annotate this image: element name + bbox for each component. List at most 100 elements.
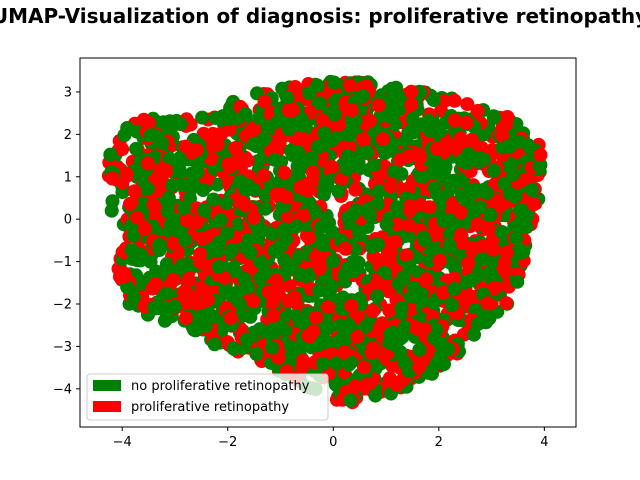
y-tick-label: −4 — [53, 382, 72, 397]
point-no-proliferative — [282, 122, 296, 137]
point-no-proliferative — [513, 245, 528, 260]
point-no-proliferative — [510, 274, 525, 289]
point-proliferative — [301, 328, 315, 343]
point-proliferative — [344, 298, 359, 313]
point-proliferative — [127, 184, 142, 199]
point-no-proliferative — [506, 167, 521, 182]
point-no-proliferative — [152, 301, 167, 316]
point-no-proliferative — [120, 121, 135, 135]
point-no-proliferative — [394, 301, 409, 316]
point-proliferative — [351, 310, 366, 324]
x-tick-label: −2 — [218, 435, 237, 450]
point-no-proliferative — [487, 110, 502, 125]
point-proliferative — [256, 168, 271, 183]
point-no-proliferative — [219, 196, 234, 211]
point-no-proliferative — [436, 213, 451, 228]
point-proliferative — [246, 294, 261, 309]
point-no-proliferative — [103, 147, 118, 162]
point-proliferative — [404, 97, 419, 112]
point-no-proliferative — [459, 156, 474, 171]
point-proliferative — [309, 249, 323, 264]
x-tick-label: 4 — [540, 435, 548, 450]
point-proliferative — [447, 113, 462, 128]
point-no-proliferative — [483, 264, 498, 279]
point-no-proliferative — [486, 253, 501, 268]
y-axis: −4 −3 −2 −1 0 1 2 3 — [53, 85, 80, 397]
point-proliferative — [454, 228, 469, 242]
point-no-proliferative — [483, 207, 498, 222]
point-no-proliferative — [129, 141, 143, 156]
point-proliferative — [399, 248, 414, 263]
point-proliferative — [222, 122, 237, 137]
point-proliferative — [123, 196, 137, 211]
point-proliferative — [271, 282, 286, 297]
legend: no proliferative retinopathy proliferati… — [86, 373, 329, 421]
point-proliferative — [453, 205, 468, 220]
point-proliferative — [460, 256, 475, 271]
x-axis: −4 −2 0 2 4 — [113, 427, 548, 450]
point-no-proliferative — [305, 150, 319, 165]
point-no-proliferative — [173, 117, 188, 131]
point-proliferative — [486, 242, 501, 257]
point-proliferative — [350, 329, 365, 344]
point-proliferative — [230, 155, 244, 170]
point-no-proliferative — [314, 232, 329, 247]
point-no-proliferative — [294, 118, 309, 133]
point-no-proliferative — [290, 159, 305, 174]
point-proliferative — [375, 132, 390, 147]
point-no-proliferative — [348, 242, 363, 257]
point-proliferative — [460, 97, 475, 112]
point-proliferative — [447, 271, 461, 286]
point-proliferative — [277, 165, 292, 180]
point-proliferative — [417, 322, 432, 337]
point-no-proliferative — [442, 238, 457, 253]
y-tick-label: 3 — [64, 85, 72, 100]
point-proliferative — [189, 142, 204, 157]
point-no-proliferative — [302, 267, 317, 282]
point-no-proliferative — [377, 265, 392, 280]
point-no-proliferative — [444, 298, 459, 312]
point-proliferative — [281, 103, 296, 118]
y-tick-label: 0 — [64, 213, 72, 228]
point-no-proliferative — [190, 165, 205, 180]
point-no-proliferative — [267, 244, 282, 258]
point-proliferative — [383, 179, 398, 194]
point-proliferative — [459, 115, 474, 130]
point-proliferative — [180, 213, 195, 228]
point-proliferative — [526, 197, 541, 212]
point-no-proliferative — [278, 323, 293, 338]
point-no-proliferative — [364, 240, 379, 254]
point-no-proliferative — [237, 181, 252, 196]
point-proliferative — [362, 113, 377, 128]
point-proliferative — [480, 296, 495, 311]
y-tick-label: 2 — [64, 128, 72, 143]
point-no-proliferative — [471, 267, 486, 282]
point-no-proliferative — [159, 257, 174, 271]
point-proliferative — [370, 275, 385, 290]
point-proliferative — [422, 200, 437, 215]
point-no-proliferative — [435, 166, 450, 181]
point-no-proliferative — [520, 208, 534, 223]
point-proliferative — [210, 137, 225, 152]
x-tick-label: 2 — [435, 435, 443, 450]
point-no-proliferative — [104, 203, 119, 218]
point-no-proliferative — [390, 200, 405, 215]
point-no-proliferative — [412, 342, 427, 357]
point-no-proliferative — [437, 357, 451, 372]
point-no-proliferative — [314, 220, 329, 235]
point-proliferative — [228, 141, 243, 156]
point-no-proliferative — [143, 254, 158, 269]
point-no-proliferative — [318, 175, 333, 190]
point-proliferative — [243, 123, 258, 138]
point-no-proliferative — [426, 93, 441, 108]
point-no-proliferative — [247, 136, 262, 151]
point-proliferative — [281, 294, 296, 309]
point-proliferative — [465, 243, 480, 258]
point-proliferative — [432, 253, 447, 268]
scatter-points — [101, 74, 548, 410]
point-proliferative — [178, 310, 193, 325]
point-proliferative — [437, 94, 452, 109]
point-no-proliferative — [152, 238, 167, 252]
legend-swatch-no-proliferative — [93, 380, 121, 391]
point-no-proliferative — [525, 182, 540, 197]
